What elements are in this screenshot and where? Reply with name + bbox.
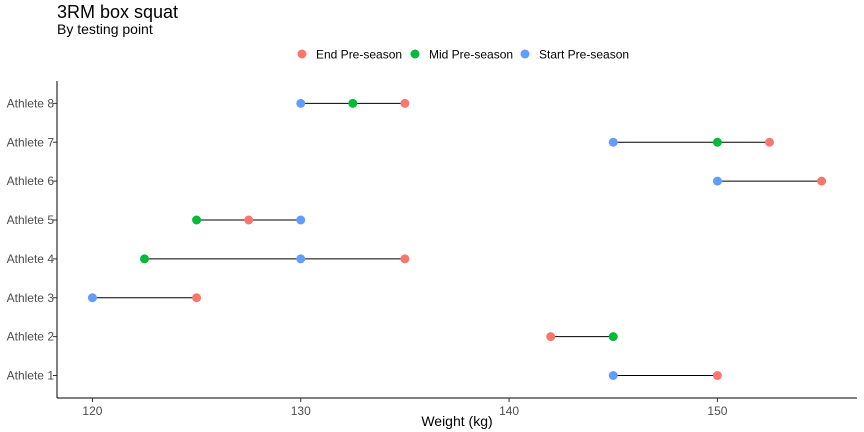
point-start-pre-season-athlete-1 bbox=[608, 371, 618, 380]
x-tick-label-140: 140 bbox=[499, 404, 519, 418]
point-end-pre-season-athlete-4 bbox=[400, 254, 410, 264]
chart-title: 3RM box squat bbox=[57, 2, 178, 22]
point-end-pre-season-athlete-5 bbox=[244, 215, 254, 225]
x-tick-label-130: 130 bbox=[291, 404, 311, 418]
point-start-pre-season-athlete-5 bbox=[296, 215, 306, 225]
legend: End Pre-season Mid Pre-season Start Pre-… bbox=[297, 48, 629, 62]
point-end-pre-season-athlete-7 bbox=[765, 137, 774, 147]
point-end-pre-season-athlete-2 bbox=[546, 332, 556, 342]
legend-label-mid-pre-season: Mid Pre-season bbox=[429, 48, 513, 62]
y-tick-label-athlete-3: Athlete 3 bbox=[7, 291, 55, 305]
point-mid-pre-season-athlete-5 bbox=[192, 215, 202, 225]
legend-key-start-pre-season bbox=[520, 49, 530, 59]
point-start-pre-season-athlete-7 bbox=[608, 137, 618, 147]
point-start-pre-season-athlete-3 bbox=[87, 293, 97, 303]
y-tick-label-athlete-4: Athlete 4 bbox=[7, 252, 55, 266]
point-end-pre-season-athlete-3 bbox=[192, 293, 202, 303]
y-tick-label-athlete-2: Athlete 2 bbox=[7, 330, 55, 344]
legend-key-mid-pre-season bbox=[410, 49, 420, 59]
x-tick-label-120: 120 bbox=[82, 404, 102, 418]
legend-label-end-pre-season: End Pre-season bbox=[316, 48, 402, 62]
y-tick-label-athlete-8: Athlete 8 bbox=[7, 96, 55, 110]
x-axis-title: Weight (kg) bbox=[421, 413, 492, 429]
y-tick-label-athlete-1: Athlete 1 bbox=[7, 369, 55, 383]
point-mid-pre-season-athlete-4 bbox=[140, 254, 149, 264]
point-end-pre-season-athlete-1 bbox=[712, 371, 722, 380]
point-mid-pre-season-athlete-8 bbox=[348, 98, 358, 108]
x-tick-label-150: 150 bbox=[707, 404, 727, 418]
point-start-pre-season-athlete-8 bbox=[296, 98, 306, 108]
legend-key-end-pre-season bbox=[297, 49, 307, 59]
point-start-pre-season-athlete-4 bbox=[296, 254, 306, 264]
chart-subtitle: By testing point bbox=[57, 21, 153, 37]
point-mid-pre-season-athlete-7 bbox=[712, 137, 722, 147]
point-end-pre-season-athlete-8 bbox=[400, 98, 410, 108]
y-tick-label-athlete-7: Athlete 7 bbox=[7, 135, 55, 149]
legend-label-start-pre-season: Start Pre-season bbox=[539, 48, 629, 62]
plot-area: 120 130 140 150 Athlete 1 Athlete 2 Athlete 3 A… bbox=[7, 81, 857, 418]
point-end-pre-season-athlete-6 bbox=[817, 176, 827, 186]
point-mid-pre-season-athlete-2 bbox=[608, 332, 618, 342]
point-start-pre-season-athlete-6 bbox=[712, 176, 722, 186]
y-tick-label-athlete-5: Athlete 5 bbox=[7, 213, 55, 227]
y-tick-label-athlete-6: Athlete 6 bbox=[7, 174, 55, 188]
